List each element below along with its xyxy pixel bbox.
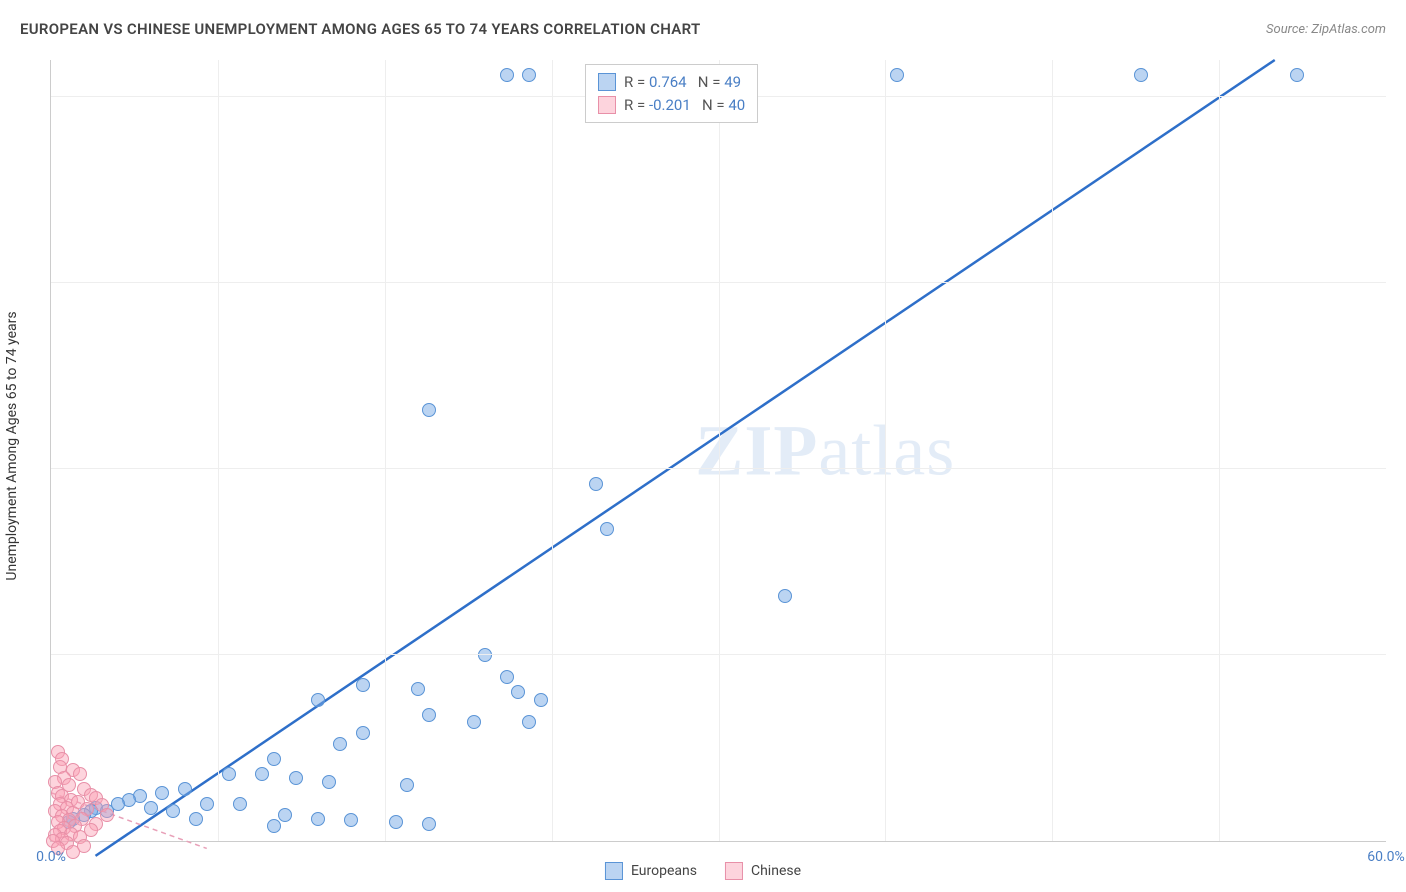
gridline-vertical [719,60,720,841]
data-point [890,68,904,82]
gridline-vertical [552,60,553,841]
data-point [389,815,403,829]
data-point [422,403,436,417]
data-point [222,767,236,781]
data-point [267,819,281,833]
data-point [500,670,514,684]
data-point [1134,68,1148,82]
gridline-vertical [1219,60,1220,841]
data-point [189,812,203,826]
data-point [333,737,347,751]
data-point [233,797,247,811]
legend-label: Chinese [751,863,801,879]
chart-plot-area: ZIPatlas 25.0%50.0%75.0%100.0%0.0%60.0%R… [50,60,1386,842]
gridline-vertical [385,60,386,841]
data-point [522,715,536,729]
data-point [267,752,281,766]
data-point [155,786,169,800]
data-point [166,804,180,818]
source-attribution: Source: ZipAtlas.com [1266,22,1386,37]
gridline-vertical [218,60,219,841]
x-tick-label: 0.0% [36,849,66,865]
data-point [311,693,325,707]
legend-item-europeans: Europeans [605,862,697,880]
data-point [1290,68,1304,82]
data-point [400,778,414,792]
stats-row: R = -0.201 N = 40 [598,94,745,117]
data-point [66,845,80,859]
data-point [411,682,425,696]
data-point [589,477,603,491]
data-point [422,817,436,831]
x-tick-label: 60.0% [1367,849,1405,865]
data-point [467,715,481,729]
data-point [600,522,614,536]
legend-item-chinese: Chinese [725,862,801,880]
data-point [422,708,436,722]
data-point [289,771,303,785]
data-point [178,782,192,796]
data-point [344,813,358,827]
data-point [522,68,536,82]
legend-swatch-pink [725,862,743,880]
legend-label: Europeans [631,863,697,879]
data-point [311,812,325,826]
data-point [255,767,269,781]
data-point [356,726,370,740]
correlation-stats-box: R = 0.764 N = 49R = -0.201 N = 40 [585,64,758,123]
data-point [200,797,214,811]
data-point [478,648,492,662]
data-point [534,693,548,707]
data-point [144,801,158,815]
data-point [73,767,87,781]
data-point [278,808,292,822]
y-axis-label: Unemployment Among Ages 65 to 74 years [4,311,20,580]
y-tick-label: 25.0% [1396,631,1406,647]
stats-row: R = 0.764 N = 49 [598,71,745,94]
legend: Europeans Chinese [605,862,801,880]
gridline-vertical [1052,60,1053,841]
data-point [778,589,792,603]
data-point [511,685,525,699]
legend-swatch-blue [605,862,623,880]
y-tick-label: 75.0% [1396,259,1406,275]
data-point [322,775,336,789]
data-point [500,68,514,82]
chart-title: EUROPEAN VS CHINESE UNEMPLOYMENT AMONG A… [20,20,700,38]
y-tick-label: 100.0% [1396,73,1406,89]
stats-swatch [598,96,616,114]
y-tick-label: 50.0% [1396,445,1406,461]
chart-header: EUROPEAN VS CHINESE UNEMPLOYMENT AMONG A… [20,20,1386,38]
gridline-vertical [885,60,886,841]
stats-swatch [598,73,616,91]
data-point [356,678,370,692]
